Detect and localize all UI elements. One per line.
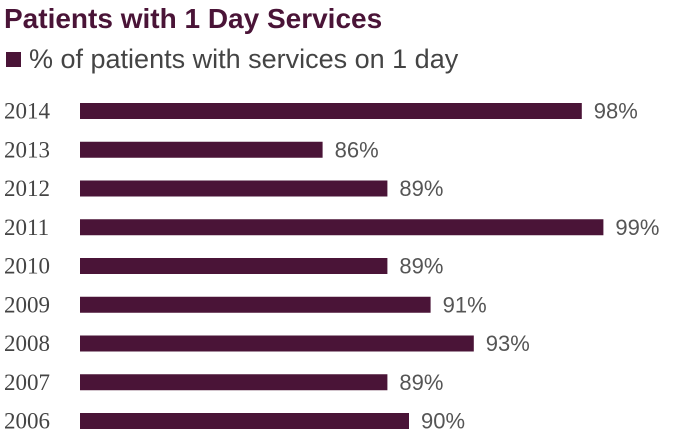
bar-2013 [80,141,323,158]
y-tick-label: 2012 [4,176,50,201]
bar-2014 [80,103,582,119]
value-label: 90% [421,409,465,434]
value-label: 86% [335,137,379,162]
value-label: 89% [399,176,443,201]
bar-2007 [80,374,388,391]
legend-swatch [6,51,21,67]
bar-2006 [80,413,409,429]
value-label: 91% [443,292,487,317]
bar-2008 [80,335,474,352]
value-label: 98% [594,99,638,124]
bar-2011 [80,219,604,236]
y-tick-label: 2010 [4,254,50,279]
y-tick-label: 2011 [4,215,49,240]
bar-2012 [80,180,388,197]
y-tick-label: 2014 [4,99,51,124]
y-tick-label: 2008 [4,331,50,356]
y-tick-label: 2009 [4,292,50,317]
y-tick-label: 2006 [4,409,50,434]
y-tick-label: 2007 [4,370,50,395]
legend-label: % of patients with services on 1 day [29,44,459,74]
y-tick-label: 2013 [4,137,50,162]
legend: % of patients with services on 1 day [6,42,458,76]
value-label: 89% [399,254,443,279]
bar-2010 [80,258,388,274]
value-label: 89% [399,370,443,395]
bar-2009 [80,296,431,313]
value-label: 99% [615,215,659,240]
chart-title: Patients with 1 Day Services [4,3,383,34]
value-label: 93% [486,331,530,356]
